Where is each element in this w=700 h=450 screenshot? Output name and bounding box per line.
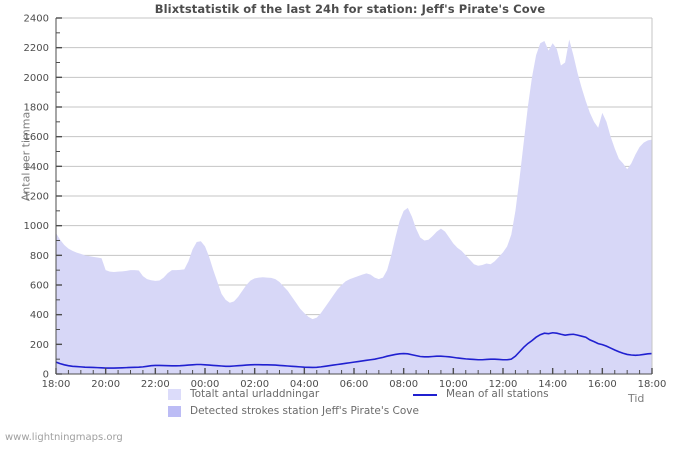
legend-item-total-discharges: Totalt antal urladdningar <box>168 388 319 400</box>
svg-text:08:00: 08:00 <box>389 379 418 390</box>
svg-text:200: 200 <box>30 340 49 351</box>
svg-text:14:00: 14:00 <box>538 379 567 390</box>
legend-label-mean-all-stations: Mean of all stations <box>446 388 549 400</box>
svg-text:600: 600 <box>30 281 49 292</box>
mean-of-all-stations-line <box>55 331 653 369</box>
svg-text:800: 800 <box>30 251 49 262</box>
svg-text:12:00: 12:00 <box>489 379 518 390</box>
site-credit: www.lightningmaps.org <box>5 432 123 443</box>
y-axis-label: Antal per timma <box>19 111 33 202</box>
svg-text:18:00: 18:00 <box>638 379 667 390</box>
legend-swatch-detected-strokes <box>168 405 181 417</box>
svg-text:1400: 1400 <box>24 162 49 173</box>
legend-swatch-total-discharges <box>168 388 181 400</box>
chart-plot-svg: 0 200 400 600 800 1000 1200 1400 1600 1800 2000 220… <box>24 14 667 391</box>
svg-text:1800: 1800 <box>24 103 49 114</box>
legend-label-detected-strokes: Detected strokes station Jeff's Pirate's… <box>190 405 419 417</box>
svg-text:1200: 1200 <box>24 192 49 203</box>
svg-text:400: 400 <box>30 310 49 321</box>
total-discharges-area <box>56 39 652 374</box>
legend-item-mean-all-stations: Mean of all stations <box>413 388 549 400</box>
svg-text:1600: 1600 <box>24 132 49 143</box>
legend-swatch-mean-all-stations <box>413 389 437 400</box>
svg-text:22:00: 22:00 <box>141 379 170 390</box>
svg-text:04:00: 04:00 <box>290 379 319 390</box>
svg-text:2400: 2400 <box>24 14 49 25</box>
svg-text:18:00: 18:00 <box>42 379 71 390</box>
svg-text:06:00: 06:00 <box>340 379 369 390</box>
svg-text:02:00: 02:00 <box>240 379 269 390</box>
svg-text:0: 0 <box>43 370 49 381</box>
x-axis-ticks: 18:00 20:00 22:00 00:00 02:00 04:00 06:00 08:00… <box>42 368 667 390</box>
svg-text:16:00: 16:00 <box>588 379 617 390</box>
svg-text:2200: 2200 <box>24 43 49 54</box>
chart-legend: Totalt antal urladdningar Detected strok… <box>0 388 700 422</box>
legend-label-total-discharges: Totalt antal urladdningar <box>190 388 320 400</box>
svg-text:20:00: 20:00 <box>91 379 120 390</box>
y-axis-ticks: 0 200 400 600 800 1000 1200 1400 1600 1800 2000 220… <box>24 14 62 381</box>
chart-title: Blixtstatistik of the last 24h for stati… <box>154 2 546 16</box>
svg-text:2000: 2000 <box>24 73 49 84</box>
svg-text:10:00: 10:00 <box>439 379 468 390</box>
x-axis-label: Tid <box>628 392 645 405</box>
legend-item-detected-strokes: Detected strokes station Jeff's Pirate's… <box>168 405 419 417</box>
svg-text:00:00: 00:00 <box>191 379 220 390</box>
svg-text:1000: 1000 <box>24 221 49 232</box>
